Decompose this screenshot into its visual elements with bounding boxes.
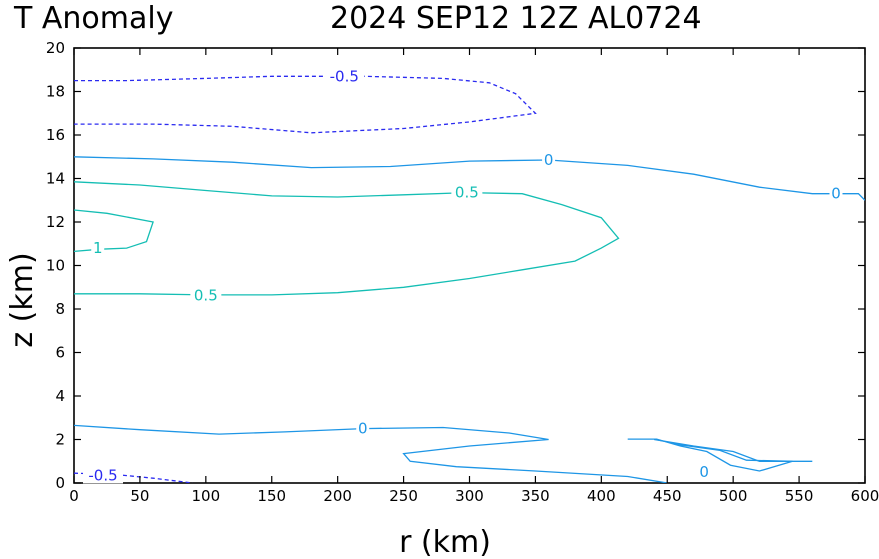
x-axis: 0 50 100 150 200 250 300 350 400 450 500 550 600 <box>69 48 879 505</box>
contour-label-bg <box>356 420 370 437</box>
x-tick-label: 50 <box>130 487 149 505</box>
plot-frame <box>73 47 866 484</box>
x-axis-label: r (km) <box>399 525 491 559</box>
contour-label: -0.5 <box>88 466 117 484</box>
x-tick-label: 100 <box>192 487 221 505</box>
y-tick-label: 4 <box>55 387 65 405</box>
y-axis-label: z (km) <box>5 252 40 347</box>
y-tick-label: 16 <box>46 126 65 144</box>
contour-label: 0.5 <box>194 287 218 305</box>
chart-subtitle: 2024 SEP12 12Z AL0724 <box>330 1 702 36</box>
contour-label-bg <box>697 464 711 481</box>
chart-title: T Anomaly <box>13 1 173 36</box>
x-tick-label: 550 <box>785 487 814 505</box>
contour-label: 1 <box>93 239 103 257</box>
contour-line-1 <box>74 209 154 253</box>
x-tick-label: 200 <box>323 487 352 505</box>
contour-label-bg <box>190 287 222 304</box>
y-tick-label: 2 <box>55 431 65 449</box>
contour-label: 0 <box>358 420 368 438</box>
x-tick-label: 150 <box>257 487 286 505</box>
y-tick-label: 0 <box>55 474 65 492</box>
contour-label: -0.5 <box>330 67 359 85</box>
y-tick-label: 10 <box>46 257 65 275</box>
x-tick-label: 450 <box>653 487 682 505</box>
y-tick-label: 20 <box>46 39 65 57</box>
x-tick-label: 400 <box>587 487 616 505</box>
contour-line-neg0p5 <box>74 75 537 134</box>
contour-label: 0 <box>699 463 709 481</box>
y-tick-label: 14 <box>46 170 65 188</box>
contour-label-bg <box>91 240 105 257</box>
contour-label-bg <box>83 467 124 484</box>
contour-group <box>74 75 865 483</box>
y-tick-label: 8 <box>55 300 65 318</box>
contour-label: 0 <box>544 151 554 169</box>
plot-area: -0.5 -0.5 0 0 0 0 0.5 0.5 1 <box>73 47 866 484</box>
contour-line-0 <box>653 438 813 462</box>
x-tick-label: 500 <box>719 487 748 505</box>
y-tick-label: 12 <box>46 213 65 231</box>
contour-label: 0 <box>831 185 841 203</box>
contour-label-bg <box>542 152 556 169</box>
x-tick-label: 350 <box>521 487 550 505</box>
x-tick-label: 250 <box>389 487 418 505</box>
contour-label: 0.5 <box>455 184 479 202</box>
x-tick-label: 600 <box>851 487 879 505</box>
contour-label-bg <box>451 184 483 201</box>
contour-line-0 <box>74 424 668 483</box>
contour-label-bg <box>829 185 843 202</box>
y-tick-label: 18 <box>46 83 65 101</box>
contour-label-bg <box>324 68 365 85</box>
y-tick-label: 6 <box>55 344 65 362</box>
contour-line-neg0p5 <box>74 472 193 483</box>
x-tick-label: 300 <box>455 487 484 505</box>
contour-line-0p5 <box>74 181 620 296</box>
contour-line-0 <box>627 438 793 472</box>
x-tick-label: 0 <box>69 487 79 505</box>
